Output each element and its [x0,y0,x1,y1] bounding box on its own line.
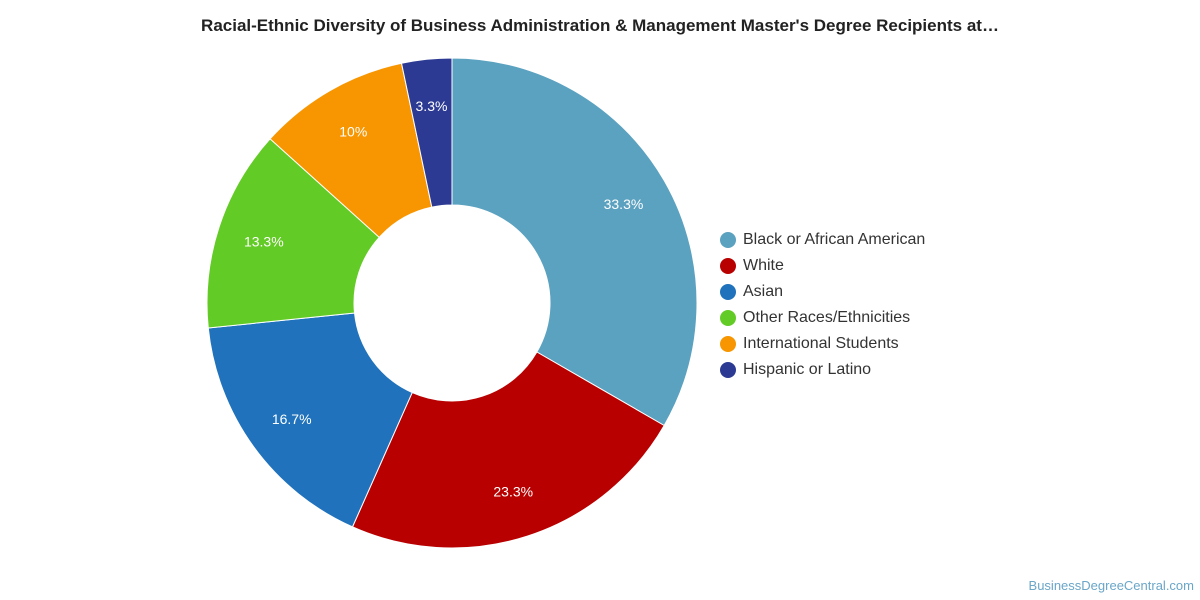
slice-label-2: 16.7% [272,411,312,427]
legend-swatch-4 [720,336,736,352]
legend-item-3[interactable]: Other Races/Ethnicities [720,305,925,331]
legend-label-1: White [743,257,784,274]
slice-label-0: 33.3% [604,196,644,212]
slice-label-1: 23.3% [493,483,533,499]
slices-group [206,57,698,549]
legend-label-0: Black or African American [743,231,926,248]
slice-3[interactable] [206,138,380,329]
legend-swatch-0 [720,232,736,248]
slice-label-3: 13.3% [244,233,284,249]
legend-label-3: Other Races/Ethnicities [743,309,911,326]
slice-0[interactable] [451,57,698,427]
legend-item-5[interactable]: Hispanic or Latino [720,357,925,383]
legend-swatch-3 [720,310,736,326]
slice-5[interactable] [400,57,453,208]
legend-item-2[interactable]: Asian [720,279,925,305]
legend-label-4: International Students [743,335,899,352]
legend-item-0[interactable]: Black or African American [720,227,925,253]
labels-group: 33.3% 23.3% 16.7% 13.3% 10% 3.3% [244,98,643,499]
chart-title: Racial-Ethnic Diversity of Business Admi… [201,16,999,35]
legend: Black or African American White Asian Other… [720,227,925,383]
legend-item-4[interactable]: International Students [720,331,925,357]
slice-1[interactable] [351,351,665,549]
legend-label-5: Hispanic or Latino [743,361,872,378]
legend-swatch-1 [720,258,736,274]
slice-label-4: 10% [339,123,367,139]
legend-item-1[interactable]: White [720,253,925,279]
slice-label-5: 3.3% [416,98,448,114]
legend-label-2: Asian [743,283,784,300]
legend-swatch-5 [720,362,736,378]
watermark: BusinessDegreeCentral.com [1028,578,1194,593]
slice-2[interactable] [207,312,413,528]
legend-swatch-2 [720,284,736,300]
